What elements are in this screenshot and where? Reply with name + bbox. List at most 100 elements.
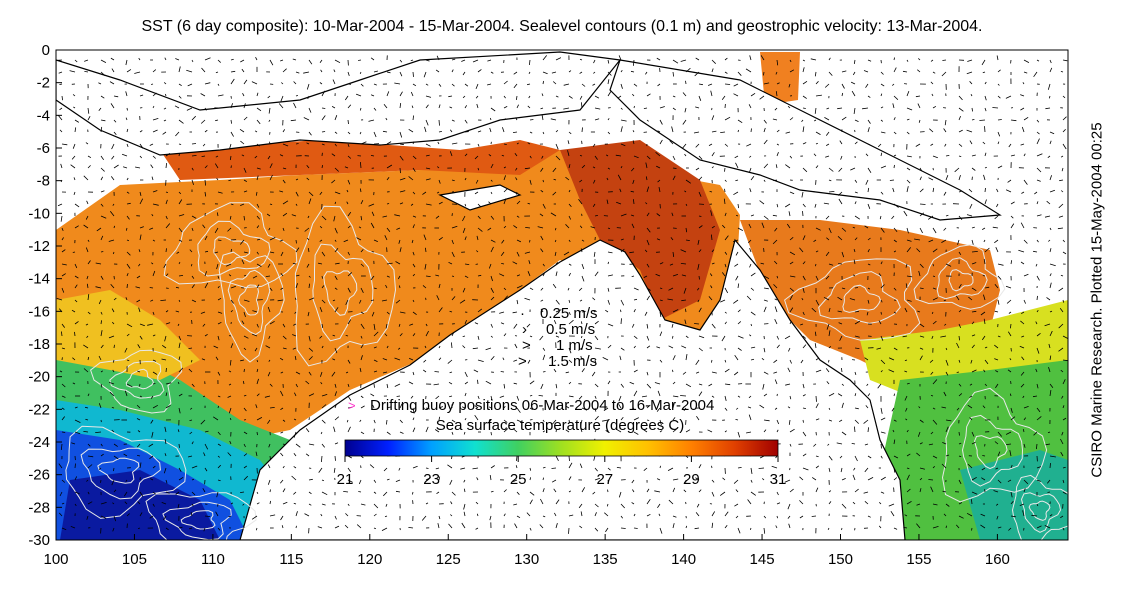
velocity-arrow bbox=[228, 370, 232, 373]
velocity-arrow bbox=[451, 119, 455, 122]
velocity-arrow bbox=[1062, 116, 1067, 121]
velocity-arrow bbox=[464, 417, 467, 421]
velocity-arrow bbox=[629, 381, 635, 385]
velocity-arrow bbox=[292, 347, 297, 350]
velocity-arrow bbox=[542, 515, 546, 518]
velocity-arrow bbox=[526, 512, 531, 517]
velocity-arrow bbox=[631, 479, 635, 484]
velocity-arrow bbox=[204, 235, 208, 241]
velocity-arrow bbox=[828, 71, 833, 76]
velocity-arrow bbox=[672, 335, 674, 339]
velocity-arrow bbox=[932, 455, 938, 459]
velocity-arrow bbox=[516, 407, 521, 413]
velocity-arrow bbox=[126, 359, 130, 362]
velocity-arrow bbox=[594, 512, 597, 517]
velocity-arrow bbox=[1023, 59, 1030, 63]
velocity-arrow bbox=[607, 90, 612, 97]
velocity-arrow bbox=[489, 475, 492, 481]
velocity-arrow bbox=[451, 142, 458, 145]
velocity-arrow bbox=[1049, 355, 1052, 361]
velocity-arrow bbox=[291, 214, 297, 217]
velocity-arrow bbox=[410, 203, 414, 206]
velocity-arrow bbox=[1020, 320, 1025, 325]
velocity-arrow bbox=[592, 297, 596, 301]
velocity-arrow bbox=[800, 323, 804, 326]
velocity-arrow bbox=[734, 354, 739, 361]
velocity-arrow bbox=[1020, 143, 1025, 146]
velocity-arrow bbox=[854, 310, 859, 313]
velocity-arrow bbox=[152, 239, 156, 242]
sealevel-contour bbox=[974, 435, 1008, 470]
velocity-arrow bbox=[1062, 251, 1067, 255]
velocity-arrow bbox=[516, 299, 519, 305]
velocity-arrow bbox=[698, 249, 702, 253]
velocity-arrow bbox=[825, 275, 830, 280]
velocity-arrow bbox=[139, 226, 144, 229]
velocity-arrow bbox=[553, 368, 557, 373]
velocity-arrow bbox=[321, 215, 327, 221]
velocity-arrow bbox=[100, 235, 104, 241]
velocity-arrow bbox=[983, 369, 986, 373]
velocity-arrow bbox=[840, 467, 843, 473]
velocity-arrow bbox=[607, 380, 611, 385]
velocity-arrow bbox=[971, 491, 978, 495]
velocity-arrow bbox=[721, 272, 726, 277]
velocity-arrow bbox=[750, 287, 755, 291]
velocity-arrow bbox=[386, 71, 391, 74]
velocity-arrow bbox=[476, 477, 479, 481]
velocity-arrow bbox=[386, 164, 393, 169]
velocity-arrow bbox=[646, 227, 651, 233]
velocity-arrow bbox=[958, 383, 962, 387]
velocity-arrow bbox=[826, 323, 830, 330]
velocity-arrow bbox=[852, 501, 856, 505]
velocity-arrow bbox=[243, 443, 246, 448]
velocity-arrow bbox=[763, 82, 770, 85]
velocity-arrow bbox=[100, 190, 105, 193]
velocity-arrow bbox=[204, 165, 208, 169]
velocity-arrow bbox=[916, 452, 921, 457]
velocity-arrow bbox=[619, 355, 622, 361]
velocity-arrow bbox=[646, 371, 649, 376]
velocity-arrow bbox=[126, 143, 129, 148]
velocity-arrow bbox=[85, 215, 89, 220]
velocity-arrow bbox=[399, 177, 406, 181]
velocity-arrow bbox=[308, 283, 310, 289]
velocity-arrow bbox=[672, 369, 674, 373]
velocity-arrow bbox=[737, 431, 741, 438]
velocity-arrow bbox=[112, 502, 115, 505]
velocity-arrow bbox=[837, 236, 843, 241]
velocity-arrow bbox=[672, 71, 674, 77]
velocity-arrow bbox=[382, 130, 388, 133]
velocity-arrow bbox=[178, 476, 184, 481]
velocity-arrow bbox=[996, 203, 999, 208]
velocity-arrow bbox=[321, 491, 328, 496]
velocity-arrow bbox=[711, 359, 713, 363]
velocity-arrow bbox=[958, 95, 963, 101]
velocity-arrow bbox=[87, 239, 90, 242]
velocity-arrow bbox=[243, 167, 247, 173]
velocity-arrow bbox=[659, 106, 665, 109]
velocity-arrow bbox=[447, 359, 453, 364]
velocity-arrow bbox=[698, 489, 702, 493]
velocity-arrow bbox=[256, 251, 259, 255]
velocity-arrow bbox=[672, 403, 675, 409]
velocity-arrow bbox=[1023, 179, 1028, 185]
velocity-arrow bbox=[1048, 343, 1051, 349]
velocity-arrow bbox=[399, 91, 403, 97]
velocity-arrow bbox=[542, 477, 544, 481]
velocity-arrow bbox=[930, 59, 934, 62]
velocity-arrow bbox=[879, 215, 882, 220]
velocity-arrow bbox=[580, 511, 583, 517]
velocity-arrow bbox=[83, 431, 89, 433]
velocity-arrow bbox=[785, 164, 791, 169]
velocity-arrow bbox=[451, 179, 455, 182]
velocity-arrow bbox=[149, 227, 154, 230]
velocity-arrow bbox=[347, 155, 352, 159]
velocity-arrow bbox=[659, 299, 663, 302]
velocity-arrow bbox=[1036, 332, 1041, 337]
velocity-arrow bbox=[982, 227, 986, 230]
velocity-arrow bbox=[592, 310, 596, 313]
velocity-arrow bbox=[83, 224, 89, 229]
velocity-arrow bbox=[163, 82, 167, 85]
velocity-arrow bbox=[100, 311, 103, 315]
